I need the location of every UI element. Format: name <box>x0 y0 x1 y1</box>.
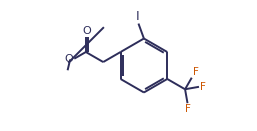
Text: I: I <box>136 10 140 23</box>
Text: F: F <box>185 104 190 114</box>
Text: O: O <box>65 54 73 64</box>
Text: F: F <box>200 82 206 92</box>
Text: O: O <box>82 26 91 36</box>
Text: F: F <box>192 67 198 77</box>
